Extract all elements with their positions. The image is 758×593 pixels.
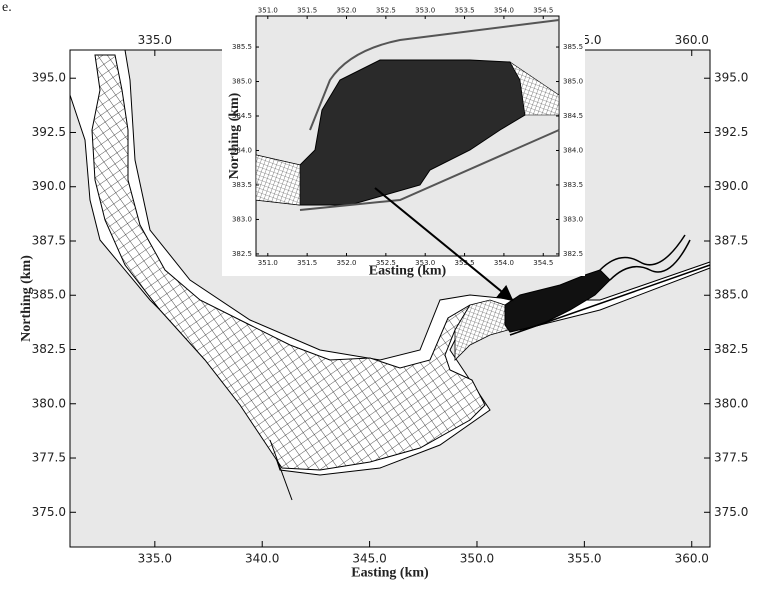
y-tick-label: 383.0: [232, 215, 252, 223]
y-tick-label: 375.0: [32, 505, 66, 519]
x-tick-label: 335.0: [138, 552, 172, 566]
y-tick-label: 382.5: [563, 250, 583, 258]
y-tick-label: 385.5: [563, 43, 583, 51]
y-tick-label: 380.0: [714, 396, 748, 410]
y-tick-label: 387.5: [32, 233, 66, 247]
x-tick-label: 351.0: [258, 259, 278, 267]
y-tick-label: 395.0: [32, 71, 66, 85]
x-tick-label: 351.0: [258, 6, 278, 14]
x-tick-label: 353.5: [455, 6, 475, 14]
y-tick-label: 382.5: [714, 342, 748, 356]
y-tick-label: 382.5: [32, 342, 66, 356]
x-tick-label: 352.0: [336, 259, 356, 267]
x-tick-label: 353.0: [415, 6, 435, 14]
x-axis-label: Easting (km): [369, 264, 447, 279]
x-tick-label: 354.5: [533, 259, 553, 267]
x-tick-label: 340.0: [245, 552, 279, 566]
y-tick-label: 385.0: [232, 78, 252, 86]
y-tick-label: 380.0: [32, 396, 66, 410]
x-tick-label: 351.5: [297, 259, 317, 267]
x-axis-label: Easting (km): [351, 566, 429, 581]
x-tick-label: 354.5: [533, 6, 553, 14]
y-tick-label: 375.0: [714, 505, 748, 519]
y-tick-label: 385.5: [232, 43, 252, 51]
y-tick-label: 383.5: [232, 181, 252, 189]
y-tick-label: 392.5: [32, 125, 66, 139]
figure: e. 335.0335.0340.0340.0345.0345.0350.035…: [0, 0, 758, 593]
y-tick-label: 385.0: [714, 288, 748, 302]
y-tick-label: 385.0: [563, 78, 583, 86]
y-axis-label: Northing (km): [227, 92, 242, 179]
x-tick-label: 360.0: [675, 33, 709, 47]
y-axis-label: Northing (km): [19, 255, 34, 342]
x-tick-label: 352.5: [376, 6, 396, 14]
y-tick-label: 385.0: [32, 288, 66, 302]
x-tick-label: 335.0: [138, 33, 172, 47]
x-tick-label: 350.0: [460, 552, 494, 566]
y-tick-label: 377.5: [32, 451, 66, 465]
x-tick-label: 355.0: [567, 552, 601, 566]
x-tick-label: 345.0: [352, 552, 386, 566]
caption-fragment: e.: [2, 0, 12, 15]
y-tick-label: 383.5: [563, 181, 583, 189]
y-tick-label: 390.0: [714, 179, 748, 193]
y-tick-label: 384.0: [563, 146, 583, 154]
x-tick-label: 354.0: [494, 259, 514, 267]
y-tick-label: 383.0: [563, 215, 583, 223]
y-tick-label: 390.0: [32, 179, 66, 193]
x-tick-label: 354.0: [494, 6, 514, 14]
x-tick-label: 360.0: [675, 552, 709, 566]
y-tick-label: 382.5: [232, 250, 252, 258]
x-tick-label: 352.0: [336, 6, 356, 14]
y-tick-label: 377.5: [714, 451, 748, 465]
y-tick-label: 392.5: [714, 125, 748, 139]
x-tick-label: 351.5: [297, 6, 317, 14]
y-tick-label: 384.5: [563, 112, 583, 120]
y-tick-label: 395.0: [714, 71, 748, 85]
y-tick-label: 387.5: [714, 233, 748, 247]
